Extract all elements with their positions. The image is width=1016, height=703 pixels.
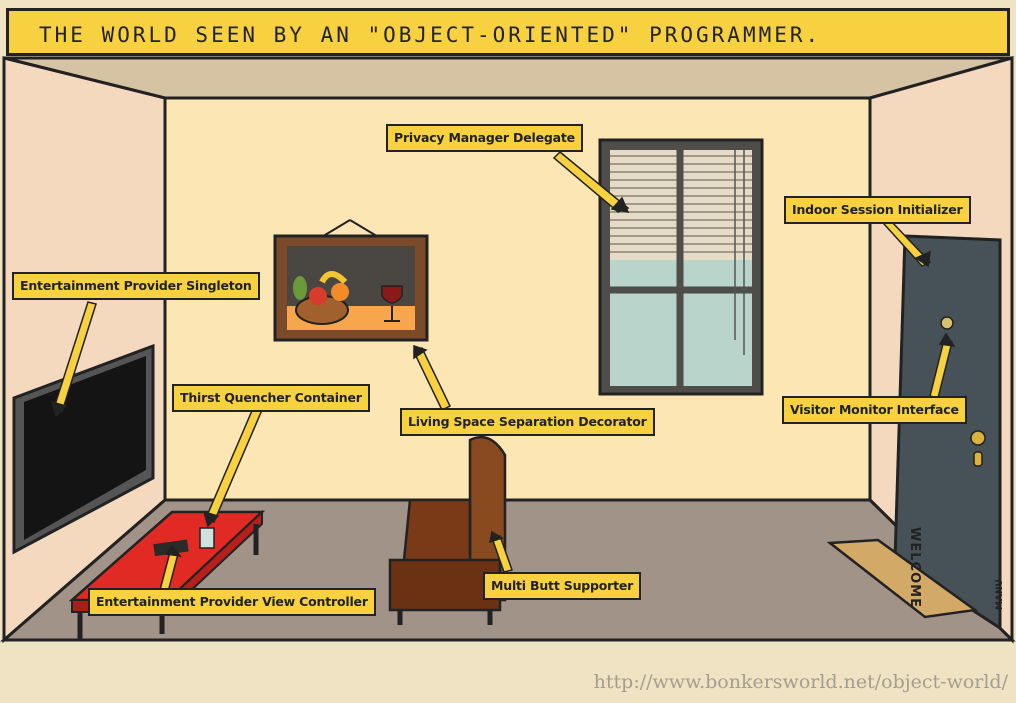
label-thirst-quencher-container: Thirst Quencher Container (172, 384, 370, 412)
ceiling (3, 56, 1013, 100)
source-url: http://www.bonkersworld.net/object-world… (593, 671, 1008, 693)
title-banner: THE WORLD SEEN BY AN "OBJECT-ORIENTED" P… (6, 8, 1010, 56)
label-entertainment-provider-singleton: Entertainment Provider Singleton (12, 272, 260, 300)
fruit-painting (273, 219, 429, 342)
door (893, 234, 1002, 631)
label-entertainment-provider-view-controller: Entertainment Provider View Controller (88, 588, 376, 616)
window (598, 138, 764, 396)
label-multi-butt-supporter: Multi Butt Supporter (483, 572, 642, 600)
label-visitor-monitor-interface: Visitor Monitor Interface (782, 396, 967, 424)
label-arrows (50, 150, 956, 593)
label-indoor-session-initializer: Indoor Session Initializer (784, 196, 971, 224)
sofa (388, 435, 507, 625)
label-privacy-manager-delegate: Privacy Manager Delegate (386, 124, 583, 152)
label-living-space-separation-decorator: Living Space Separation Decorator (400, 408, 655, 436)
doormat (826, 538, 979, 619)
doormat-text: WELCOME (906, 527, 922, 608)
artist-credit: MANU (995, 579, 1005, 610)
comic-title: THE WORLD SEEN BY AN "OBJECT-ORIENTED" P… (39, 23, 822, 47)
back-wall (163, 96, 872, 502)
